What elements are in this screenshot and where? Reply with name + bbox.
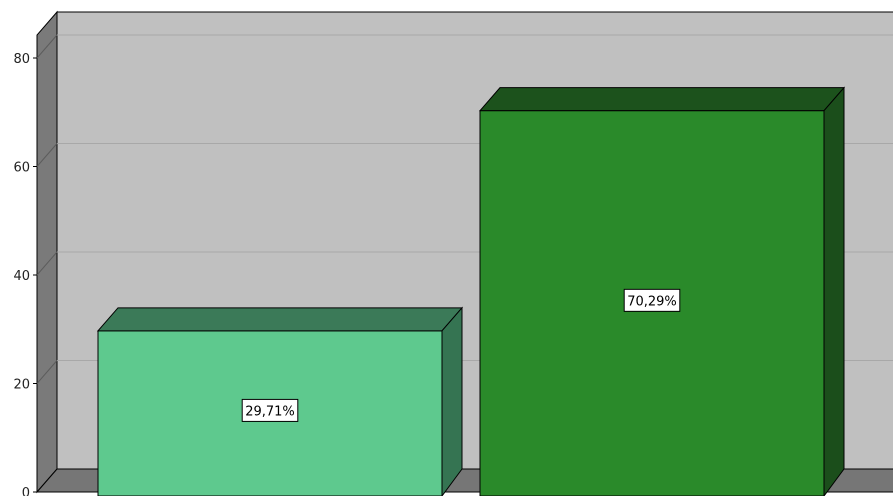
bar-top [96,307,464,332]
side-gridline [36,251,58,276]
data-label: 70,29% [623,288,681,312]
side-wall [36,10,58,494]
y-tick-label: 80 [13,52,30,67]
side-gridline [36,143,58,167]
side-gridline [36,360,58,384]
y-tick-label: 20 [13,378,30,393]
data-label-text: 70,29% [627,294,677,309]
y-axis: 0 20 40 60 80 [13,52,37,496]
data-label: 29,71% [241,398,299,422]
side-gridline [36,34,58,59]
data-label-box [241,398,299,422]
bar-top [478,87,846,112]
data-label-box [623,288,681,312]
bar-side [441,306,463,496]
bar-side [823,86,845,496]
data-labels: 29,71% 70,29% [241,288,681,422]
y-tick-label: 0 [22,486,30,496]
y-tick-label: 60 [13,161,30,176]
y-tick-label: 40 [13,269,30,284]
data-label-text: 29,71% [245,404,295,419]
